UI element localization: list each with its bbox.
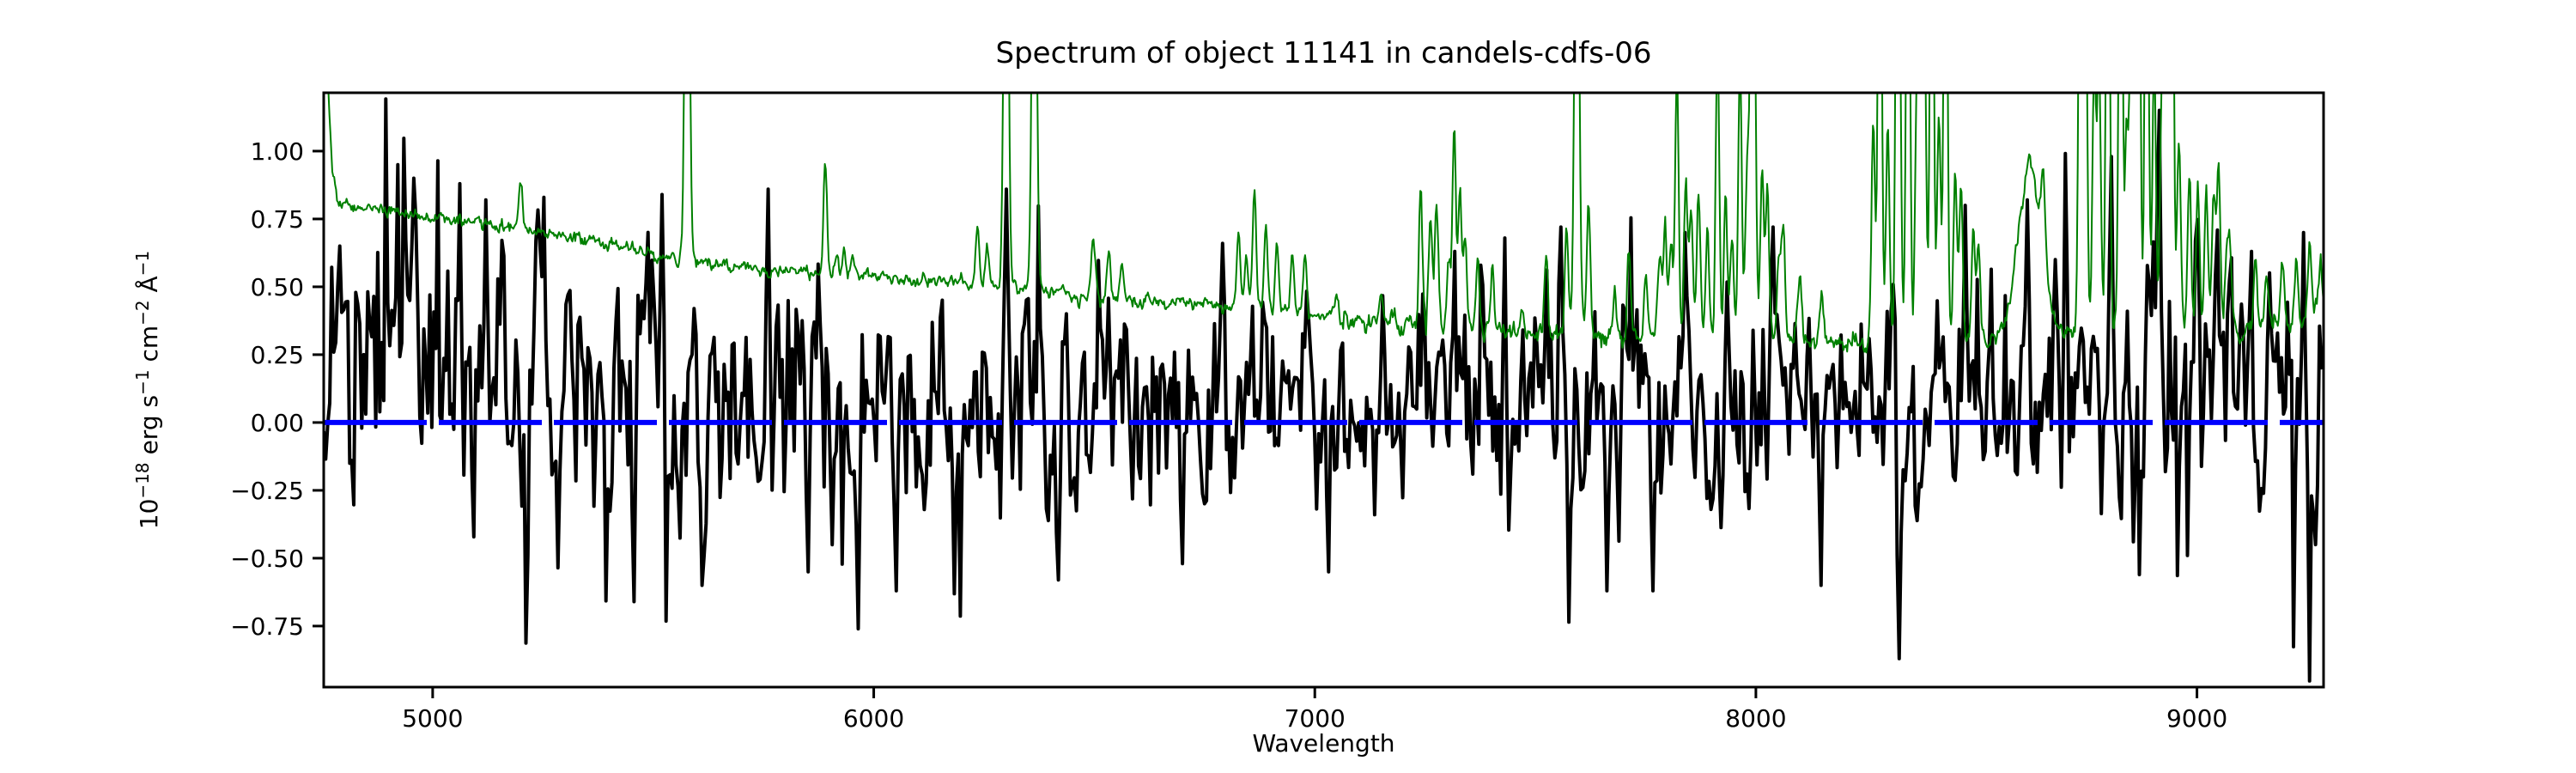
x-axis-label: Wavelength bbox=[1252, 729, 1395, 758]
y-axis-label: 10−18 erg s−1 cm−2 Å−1 bbox=[130, 250, 164, 530]
series-group bbox=[324, 93, 2324, 683]
ylabel-segment: −1 bbox=[131, 369, 153, 395]
ylabel-segment: cm bbox=[135, 325, 164, 370]
x-axis-ticks: 5000 6000 7000 8000 9000 bbox=[402, 687, 2227, 733]
object-spectrum-line bbox=[324, 97, 2324, 683]
ylabel-segment: −2 bbox=[131, 300, 153, 326]
plot-title: Spectrum of object 11141 in candels-cdfs… bbox=[995, 36, 1652, 70]
y-tick-label: 0.00 bbox=[251, 409, 304, 437]
x-tick-label: 9000 bbox=[2166, 704, 2227, 733]
y-tick-label: −0.50 bbox=[230, 545, 304, 573]
y-tick-label: −0.75 bbox=[230, 612, 304, 641]
x-tick-label: 7000 bbox=[1285, 704, 1346, 733]
x-tick-label: 6000 bbox=[843, 704, 904, 733]
ylabel-segment: −1 bbox=[131, 250, 153, 277]
ylabel-segment: Å bbox=[135, 276, 164, 301]
ylabel-segment: −18 bbox=[131, 462, 153, 499]
sky-spectrum-line bbox=[327, 93, 2324, 354]
x-tick-label: 8000 bbox=[1725, 704, 1786, 733]
y-tick-label: −0.25 bbox=[230, 477, 304, 505]
y-tick-label: 0.50 bbox=[251, 273, 304, 301]
ylabel-segment: erg s bbox=[135, 394, 164, 463]
axes-frame bbox=[322, 91, 2325, 689]
y-axis-ticks: 1.00 0.75 0.50 0.25 0.00 −0.25 −0.50 −0.75 bbox=[230, 137, 324, 641]
y-tick-label: 0.75 bbox=[251, 205, 304, 234]
x-tick-label: 5000 bbox=[402, 704, 463, 733]
ylabel-segment: 10 bbox=[135, 498, 164, 530]
y-tick-label: 1.00 bbox=[251, 137, 304, 166]
y-tick-label: 0.25 bbox=[251, 341, 304, 369]
